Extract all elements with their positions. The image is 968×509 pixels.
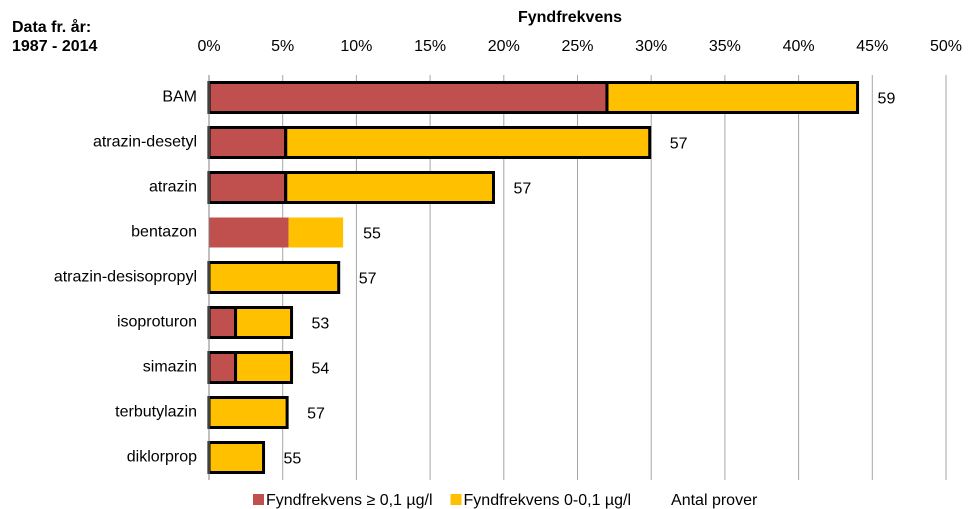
bar-outline [605, 81, 860, 114]
x-tick-label: 30% [635, 38, 667, 55]
x-tick-label: 25% [561, 38, 593, 55]
x-tick-label: 20% [488, 38, 520, 55]
y-tick-label: bentazon [131, 224, 197, 241]
x-tick-label: 5% [271, 38, 294, 55]
count-label: 57 [513, 181, 531, 198]
bar-segment [235, 307, 292, 338]
bar-outline [234, 351, 294, 384]
x-tick-label: 15% [414, 38, 446, 55]
count-label: 55 [284, 451, 302, 468]
x-tick-label: 35% [709, 38, 741, 55]
y-tick-label: simazin [143, 359, 197, 376]
bar-segment [285, 172, 494, 203]
chart-title: Fyndfrekvens [518, 9, 622, 26]
count-label: 57 [307, 406, 325, 423]
bar-segment [209, 307, 236, 338]
bar-segment [209, 352, 236, 383]
bar-segment [209, 217, 289, 248]
bar-segment [209, 127, 286, 158]
bar-segment [235, 352, 292, 383]
count-label: 54 [312, 361, 330, 378]
y-tick-label: BAM [162, 89, 197, 106]
bar-outline [284, 171, 495, 204]
y-tick-label: terbutylazin [115, 404, 197, 421]
count-label: 59 [878, 91, 896, 108]
y-tick-label: isoproturon [117, 314, 197, 331]
bar-outline [234, 306, 294, 339]
bar-segment [209, 262, 339, 293]
x-tick-label: 40% [783, 38, 815, 55]
bar-segment [285, 127, 650, 158]
count-label: 57 [359, 271, 377, 288]
bar-segment [209, 82, 607, 113]
x-tick-label: 50% [930, 38, 962, 55]
y-tick-label: atrazin-desetyl [93, 134, 197, 151]
y-tick-label: atrazin [149, 179, 197, 196]
legend-label: Fyndfrekvens 0-0,1 µg/l [464, 492, 632, 509]
note: 1987 - 2014 [12, 38, 98, 55]
count-label: 53 [312, 316, 330, 333]
x-tick-label: 45% [856, 38, 888, 55]
bar-segment [606, 82, 858, 113]
x-tick-label: 0% [197, 38, 220, 55]
legend-swatch [253, 494, 264, 505]
count-label: 55 [363, 226, 381, 243]
legend-label: Fyndfrekvens ≥ 0,1 µg/l [266, 492, 433, 509]
legend-label: Antal prover [671, 492, 758, 509]
bar-segment [209, 442, 264, 473]
bar-segment [288, 217, 344, 248]
bar-segment [209, 397, 288, 428]
x-tick-label: 10% [340, 38, 372, 55]
count-label: 57 [670, 136, 688, 153]
y-tick-label: atrazin-desisopropyl [54, 269, 197, 286]
bar-outline [284, 126, 652, 159]
note: Data fr. år: [12, 18, 91, 36]
legend-swatch [450, 494, 462, 505]
y-tick-label: diklorprop [127, 449, 197, 466]
bar-segment [209, 172, 286, 203]
